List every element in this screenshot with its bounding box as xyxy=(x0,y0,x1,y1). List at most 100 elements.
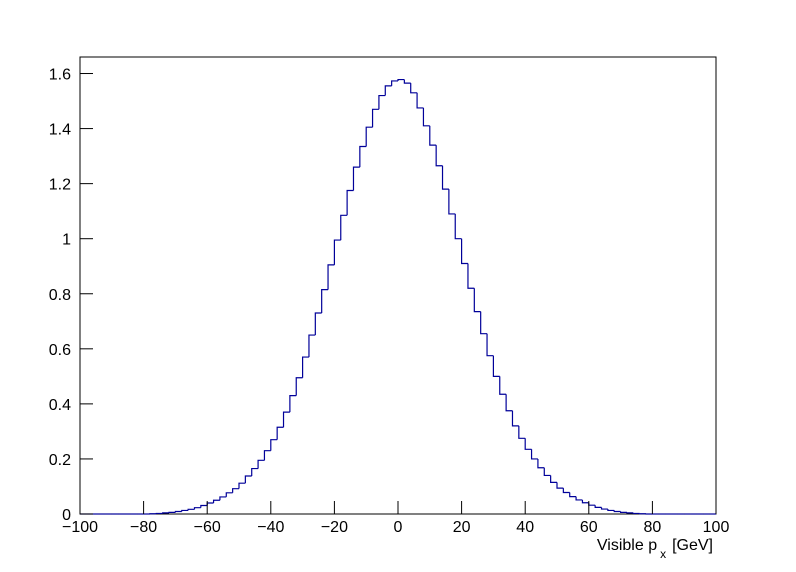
histogram-bin xyxy=(327,264,335,290)
x-tick-label: 40 xyxy=(516,519,534,536)
histogram-bin xyxy=(206,502,214,506)
x-title-unit: [GeV] xyxy=(672,537,713,554)
plot-frame xyxy=(79,56,717,515)
histogram-bin xyxy=(581,499,589,504)
histogram-bin xyxy=(168,511,176,513)
histogram-bin xyxy=(244,475,252,484)
histogram-bin xyxy=(556,482,564,489)
y-tick-label: 0.2 xyxy=(49,452,71,469)
histogram-bin xyxy=(397,78,405,81)
histogram-bin xyxy=(371,108,379,128)
histogram-bin xyxy=(511,410,519,427)
y-tick-label: 0 xyxy=(62,507,71,524)
histogram-bin xyxy=(308,334,316,358)
histogram-bin xyxy=(251,467,259,477)
y-tick-label: 1.6 xyxy=(49,67,71,84)
histogram-bin xyxy=(632,512,640,515)
histogram-bin xyxy=(530,449,538,460)
histogram-bin xyxy=(200,504,208,508)
histogram-bin xyxy=(321,289,329,314)
x-tick-label: 0 xyxy=(394,519,403,536)
histogram-bin xyxy=(219,496,227,501)
histogram-bin xyxy=(263,450,271,461)
histogram-bin xyxy=(340,214,348,241)
x-title-text: Visible p xyxy=(597,537,657,554)
y-tick-label: 0.6 xyxy=(49,342,71,359)
histogram-bin xyxy=(435,145,443,167)
histogram-bin xyxy=(410,83,418,94)
histogram-bin xyxy=(518,425,526,439)
y-tick-label: 1.2 xyxy=(49,177,71,194)
histogram-bin xyxy=(422,107,430,127)
histogram-bin xyxy=(594,505,602,508)
histogram-bin xyxy=(537,458,545,469)
histogram-bin xyxy=(384,85,392,96)
histogram-bin xyxy=(524,438,532,450)
histogram xyxy=(80,78,716,515)
x-tick-label: 20 xyxy=(453,519,471,536)
histogram-bin xyxy=(346,189,354,216)
histogram-bin xyxy=(333,239,341,265)
histogram-bin xyxy=(314,312,322,336)
histogram-bin xyxy=(562,488,570,494)
y-tick-label: 1.4 xyxy=(49,122,71,139)
histogram-bin xyxy=(378,94,386,110)
histogram-bin xyxy=(403,79,411,84)
x-title-subscript: x xyxy=(660,547,666,561)
histogram-bin xyxy=(448,189,456,215)
histogram-bin xyxy=(257,459,265,469)
histogram-bin xyxy=(607,509,615,512)
histogram-bin xyxy=(174,510,182,513)
histogram-bin xyxy=(238,482,246,489)
histogram-bin xyxy=(454,213,462,240)
x-tick-label: −20 xyxy=(321,519,348,536)
histogram-bin xyxy=(193,507,201,510)
histogram-bin xyxy=(162,512,170,514)
histogram-bin xyxy=(461,238,468,265)
histogram-bin xyxy=(575,496,583,501)
histogram-bin xyxy=(232,488,239,493)
histogram-bin xyxy=(276,426,284,440)
histogram-bin xyxy=(212,499,220,503)
histogram-bin xyxy=(302,356,309,378)
histogram-bin xyxy=(295,377,303,396)
histogram-bin xyxy=(543,467,551,477)
histogram-bin xyxy=(620,511,627,513)
x-tick-label: 60 xyxy=(580,519,598,536)
x-tick-label: 100 xyxy=(703,519,730,536)
histogram-bin xyxy=(467,263,475,289)
histogram-bin xyxy=(270,439,278,451)
histogram-bin xyxy=(289,395,297,413)
histogram-bin xyxy=(359,145,367,168)
histogram-bin xyxy=(569,492,577,498)
histogram-bin xyxy=(181,509,189,512)
histogram-bin xyxy=(473,288,481,313)
x-tick-label: −40 xyxy=(257,519,284,536)
histogram-bin xyxy=(429,125,437,146)
y-tick-label: 0.8 xyxy=(49,287,71,304)
x-axis-title: Visible p x [GeV] xyxy=(597,537,713,561)
x-tick-label: 80 xyxy=(644,519,662,536)
x-tick-label: −100 xyxy=(62,519,98,536)
histogram-bin xyxy=(352,166,360,191)
y-tick-label: 0.4 xyxy=(49,397,71,414)
y-tick-label: 1 xyxy=(62,232,71,249)
x-tick-label: −80 xyxy=(130,519,157,536)
histogram-bin xyxy=(499,376,507,395)
histogram-bin xyxy=(550,475,557,483)
histogram-bin xyxy=(391,80,398,86)
histogram-bin xyxy=(187,508,195,511)
histogram-bin xyxy=(480,311,488,335)
histogram-bin xyxy=(416,92,424,109)
histogram-bin xyxy=(365,126,373,147)
histogram-bin xyxy=(600,507,608,510)
histogram-bin xyxy=(626,512,634,514)
histogram-bin xyxy=(486,333,494,357)
histogram-bin xyxy=(588,502,596,506)
histogram-bin xyxy=(441,165,449,190)
histogram-bin xyxy=(282,411,290,428)
histogram-bin xyxy=(225,492,233,497)
x-tick-label: −60 xyxy=(194,519,221,536)
